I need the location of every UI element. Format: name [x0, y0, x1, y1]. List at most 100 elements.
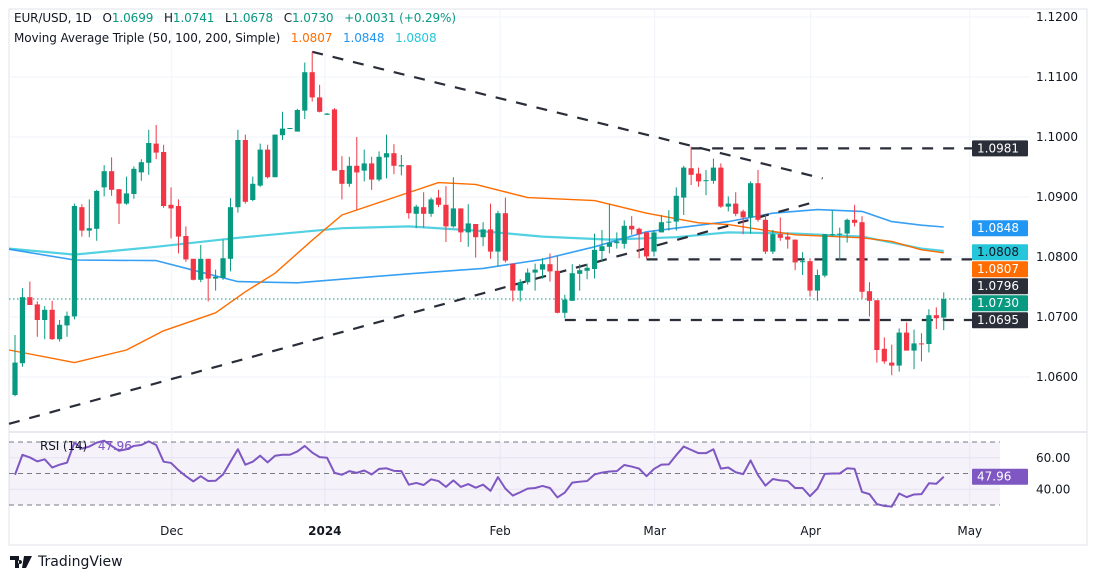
- candle: [777, 217, 783, 241]
- candle: [279, 111, 286, 140]
- candle-body: [27, 297, 33, 305]
- candle: [792, 239, 798, 271]
- candle-body: [42, 309, 48, 320]
- candle-body: [577, 270, 583, 274]
- rsi-legend[interactable]: RSI (14) 47.96: [40, 439, 132, 453]
- candle-body: [198, 258, 204, 280]
- candle-body: [710, 167, 717, 181]
- candle: [799, 252, 806, 275]
- candle: [413, 204, 419, 229]
- candle-body: [86, 228, 92, 231]
- price-badge-text: 1.0848: [977, 221, 1019, 235]
- price-badge: [972, 278, 1028, 295]
- candle-body: [138, 162, 144, 173]
- symbol-legend[interactable]: EUR/USD, 1D O1.0699 H1.0741 L1.0678 C1.0…: [14, 11, 456, 25]
- candle-body: [391, 153, 397, 166]
- moving-averages: [8, 181, 944, 364]
- candle: [517, 279, 523, 302]
- candle-body: [12, 362, 18, 395]
- candle-body: [510, 263, 516, 291]
- candle: [785, 232, 791, 249]
- price-badge: [972, 261, 1028, 278]
- trendlines[interactable]: [8, 50, 972, 425]
- candle: [376, 151, 382, 182]
- change-value: +0.0031 (+0.29%): [344, 11, 456, 25]
- tradingview-logo[interactable]: TradingView: [10, 554, 123, 570]
- candle-body: [703, 180, 709, 182]
- price-axis[interactable]: 1.1200 1.1100 1.1000 1.0900 1.0800 1.0700 1.06…: [1036, 10, 1078, 384]
- time-axis-label: 2024: [308, 524, 341, 538]
- candle-body: [606, 242, 612, 247]
- candle: [450, 177, 456, 228]
- candle: [547, 253, 553, 282]
- price-axis-label: 1.0600: [1036, 370, 1078, 384]
- rsi-pane[interactable]: 60.00 40.00 47.96: [9, 439, 1070, 508]
- price-axis-label: 1.1000: [1036, 130, 1078, 144]
- low-label: L: [225, 11, 232, 25]
- candle: [383, 134, 390, 179]
- candle: [525, 268, 531, 285]
- price-badges: 1.0981 1.0848 1.0808 1.0807 1.0796 1.0730 1.06…: [972, 140, 1028, 329]
- candle-body: [762, 219, 769, 252]
- candle: [56, 320, 63, 342]
- candle-body: [64, 315, 70, 326]
- ma100-value: 1.0848: [342, 31, 385, 45]
- time-axis-label: May: [957, 524, 982, 538]
- candle-body: [636, 228, 642, 235]
- candle: [354, 137, 360, 210]
- candle: [577, 264, 583, 291]
- candle-body: [547, 264, 553, 272]
- candle-body: [584, 267, 590, 271]
- candle-body: [227, 207, 234, 259]
- candle: [435, 189, 442, 208]
- candle-body: [309, 72, 315, 98]
- candle: [213, 269, 219, 291]
- price-badge-text: 1.0695: [977, 313, 1019, 327]
- brand-name: TradingView: [38, 554, 123, 570]
- ma-legend[interactable]: Moving Average Triple (50, 100, 200, Sim…: [14, 31, 437, 45]
- candle-body: [56, 324, 63, 340]
- candle: [443, 186, 449, 242]
- candle-body: [799, 261, 806, 263]
- candle-body: [866, 291, 873, 301]
- rsi-axis-label: 60.00: [1036, 451, 1070, 465]
- candle: [510, 263, 516, 302]
- price-axis-label: 1.0800: [1036, 250, 1078, 264]
- price-axis-label: 1.0700: [1036, 310, 1078, 324]
- candle-body: [108, 171, 115, 190]
- candle: [421, 192, 427, 228]
- ma200-value: 1.0808: [395, 31, 437, 45]
- price-badge-text: 1.0796: [977, 279, 1019, 293]
- candle-body: [376, 156, 382, 180]
- rsi-line: [14, 439, 945, 508]
- candle-body: [532, 269, 538, 273]
- candle-body: [71, 206, 78, 317]
- candle: [539, 258, 546, 279]
- candle-body: [844, 219, 850, 234]
- candle-body: [822, 234, 828, 276]
- candle: [369, 156, 375, 190]
- candle: [309, 51, 315, 102]
- candle: [911, 329, 917, 370]
- candle-body: [435, 197, 442, 205]
- time-axis-label: Mar: [643, 524, 666, 538]
- candle: [837, 227, 843, 261]
- candle: [272, 134, 278, 178]
- candle-body: [740, 211, 746, 218]
- ascending-trendline[interactable]: [8, 200, 818, 425]
- close-value: 1.0730: [292, 11, 334, 25]
- candle-body: [250, 183, 256, 200]
- candle-body: [539, 264, 546, 270]
- candle: [658, 215, 665, 233]
- grid: [8, 8, 1088, 546]
- candle: [183, 226, 189, 262]
- candle-body: [473, 224, 479, 238]
- candle-body: [324, 113, 330, 115]
- descending-trendline[interactable]: [311, 50, 823, 180]
- time-axis[interactable]: Dec 2024 Feb Mar Apr May: [160, 524, 982, 538]
- high-value: 1.0741: [172, 11, 215, 25]
- ma50-value: 1.0807: [290, 31, 333, 45]
- candle: [866, 282, 873, 317]
- candle: [12, 335, 18, 397]
